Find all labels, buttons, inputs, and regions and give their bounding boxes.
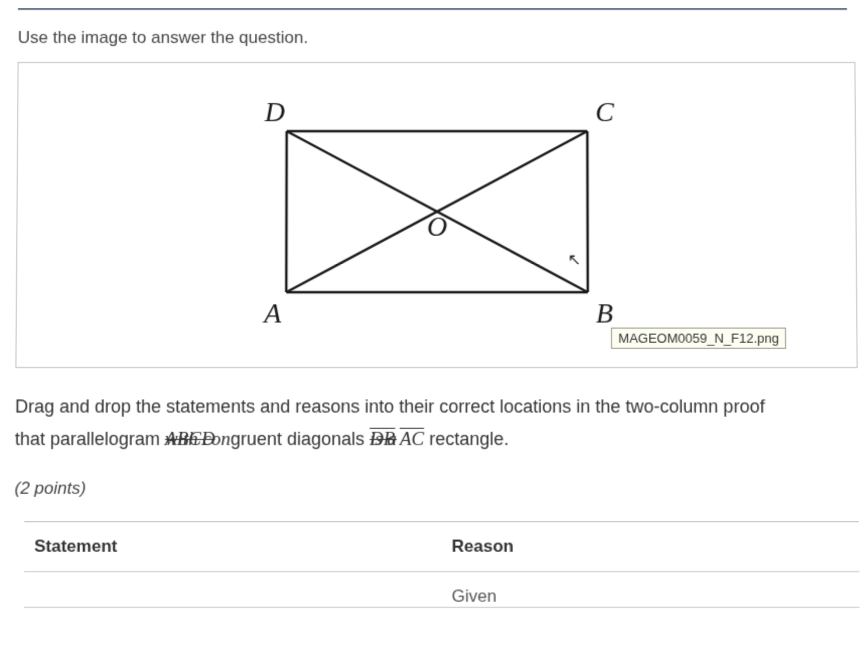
svg-text:A: A bbox=[262, 298, 282, 329]
svg-text:C: C bbox=[595, 97, 614, 128]
proof-table[interactable]: Statement Reason Given bbox=[24, 521, 860, 608]
garbled-diagonals: DB ACis a bbox=[370, 423, 424, 458]
header-reason: Reason bbox=[442, 522, 860, 571]
points-label: (2 points) bbox=[14, 478, 865, 498]
instr-line2-pre: that parallelogram bbox=[15, 429, 165, 449]
instructions-text: Drag and drop the statements and reasons… bbox=[15, 390, 865, 458]
garbled-abcd: with conABCD bbox=[165, 423, 231, 458]
intro-text: Use the image to answer the question. bbox=[18, 28, 865, 48]
svg-text:D: D bbox=[263, 97, 284, 128]
table-header-row: Statement Reason bbox=[24, 522, 859, 572]
statement-cell[interactable] bbox=[24, 572, 442, 607]
table-row[interactable]: Given bbox=[24, 572, 860, 608]
top-divider bbox=[18, 8, 847, 10]
reason-cell[interactable]: Given bbox=[442, 572, 860, 607]
instr-post: rectangle. bbox=[424, 429, 509, 449]
rectangle-diagram: D C A B O bbox=[225, 81, 647, 343]
question-page: Use the image to answer the question. D C… bbox=[0, 8, 865, 647]
svg-text:B: B bbox=[595, 298, 612, 329]
instr-line1: Drag and drop the statements and reasons… bbox=[15, 396, 765, 416]
image-filename-tooltip: MAGEOM0059_N_F12.png bbox=[611, 328, 786, 349]
svg-text:O: O bbox=[426, 212, 446, 243]
instr-mid: gruent diagonals bbox=[230, 429, 369, 449]
figure-frame: DCABO ↖ MAGEOM0059_N_F12.png bbox=[15, 62, 857, 368]
header-statement: Statement bbox=[24, 522, 442, 571]
